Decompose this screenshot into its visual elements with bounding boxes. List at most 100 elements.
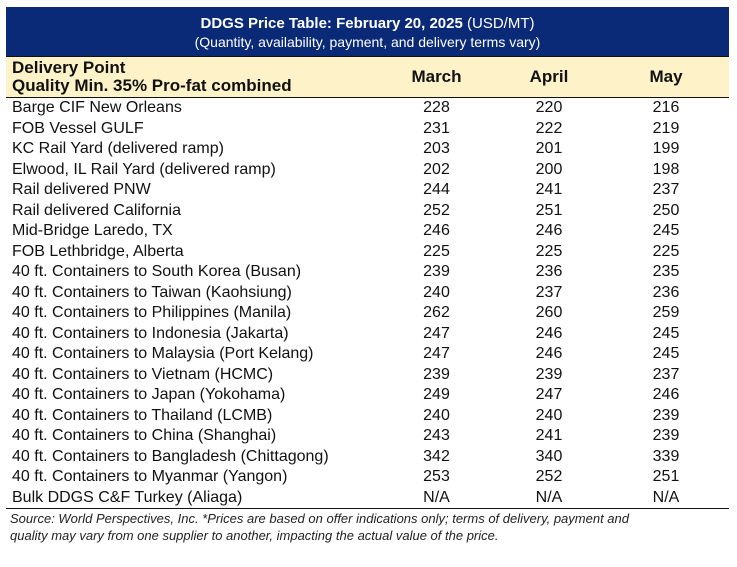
may-price-cell: 219 (652, 119, 680, 137)
delivery-point-cell: Barge CIF New Orleans (12, 99, 182, 117)
column-header-point-line1: Delivery Point (12, 58, 126, 77)
delivery-point-cell: 40 ft. Containers to Japan (Yokohama) (12, 386, 286, 404)
may-price-cell: N/A (603, 487, 729, 509)
delivery-point-cell: Elwood, IL Rail Yard (delivered ramp) (12, 160, 276, 178)
delivery-point-cell: 40 ft. Containers to Malaysia (Port Kela… (12, 345, 314, 363)
column-header-point-line2: Quality Min. 35% Pro-fat combined (12, 76, 292, 95)
table-row: 40 ft. Containers to China (Shanghai) 243… (6, 426, 729, 447)
may-price-cell: 245 (652, 345, 680, 363)
april-price-cell: 201 (535, 140, 563, 158)
table-title-bold: DDGS Price Table: February 20, 2025 (200, 15, 463, 32)
delivery-point-cell: FOB Vessel GULF (12, 119, 144, 137)
column-header-may: May (603, 56, 729, 98)
delivery-point-cell: 40 ft. Containers to Taiwan (Kaohsiung) (12, 283, 292, 301)
march-price-cell: N/A (378, 487, 495, 509)
march-price-cell: 249 (423, 386, 450, 404)
source-note-line2: quality may vary from one supplier to an… (10, 528, 499, 543)
source-note: Source: World Perspectives, Inc. *Prices… (6, 510, 729, 544)
march-price-cell: 239 (423, 263, 450, 281)
table-row: 40 ft. Containers to Indonesia (Jakarta)… (6, 324, 729, 345)
march-price-cell: 342 (423, 447, 450, 465)
april-price-cell: 247 (535, 386, 563, 404)
delivery-point-cell: 40 ft. Containers to Myanmar (Yangon) (12, 468, 288, 486)
april-price-cell: 252 (535, 468, 563, 486)
april-price-cell: 246 (535, 222, 563, 240)
may-price-cell: 245 (652, 324, 680, 342)
march-price-cell: 228 (423, 99, 450, 117)
delivery-point-cell: FOB Lethbridge, Alberta (12, 242, 184, 260)
table-title-unit: (USD/MT) (462, 15, 535, 32)
april-price-cell: N/A (495, 487, 603, 509)
delivery-point-cell: Mid-Bridge Laredo, TX (12, 222, 173, 240)
table-row: 40 ft. Containers to Vietnam (HCMC) 239 23… (6, 365, 729, 386)
may-price-cell: 246 (652, 386, 680, 404)
source-note-line1: Source: World Perspectives, Inc. *Prices… (10, 511, 629, 526)
delivery-point-cell: 40 ft. Containers to Vietnam (HCMC) (12, 365, 274, 383)
may-price-cell: 251 (652, 468, 680, 486)
column-header-row: Delivery Point Quality Min. 35% Pro-fat … (6, 56, 729, 98)
table-title: DDGS Price Table: February 20, 2025 (USD… (7, 14, 728, 33)
may-price-cell: 237 (652, 365, 680, 383)
table-row: 40 ft. Containers to Thailand (LCMB) 240 2… (6, 406, 729, 427)
march-price-cell: 247 (423, 324, 450, 342)
table-row: Mid-Bridge Laredo, TX 246 246 245 (6, 221, 729, 242)
table-row: 40 ft. Containers to Taiwan (Kaohsiung) 2… (6, 283, 729, 304)
table-row: 40 ft. Containers to Japan (Yokohama) 249… (6, 385, 729, 406)
table-title-bar: DDGS Price Table: February 20, 2025 (USD… (6, 7, 729, 56)
table-row: 40 ft. Containers to Myanmar (Yangon) 253… (6, 467, 729, 488)
table-row: 40 ft. Containers to Bangladesh (Chittag… (6, 447, 729, 468)
table-row: 40 ft. Containers to South Korea (Busan)… (6, 262, 729, 283)
table-row: Elwood, IL Rail Yard (delivered ramp) 202… (6, 160, 729, 181)
may-price-cell: 259 (652, 304, 680, 322)
table-row: Barge CIF New Orleans 228 220 216 (6, 98, 729, 119)
delivery-point-cell: Rail delivered California (12, 201, 181, 219)
march-price-cell: 225 (423, 242, 450, 260)
april-price-cell: 236 (535, 263, 563, 281)
april-price-cell: 340 (535, 447, 563, 465)
april-price-cell: 200 (535, 160, 563, 178)
table-row: 40 ft. Containers to Malaysia (Port Kela… (6, 344, 729, 365)
march-price-cell: 244 (423, 181, 450, 199)
delivery-point-cell: Bulk DDGS C&F Turkey (Aliaga) (6, 487, 378, 509)
delivery-point-cell: 40 ft. Containers to South Korea (Busan) (12, 263, 302, 281)
march-price-cell: 202 (423, 160, 450, 178)
table-row: FOB Vessel GULF 231 222 219 (6, 119, 729, 140)
column-header-march: March (378, 56, 495, 98)
april-price-cell: 240 (535, 406, 563, 424)
april-price-cell: 246 (535, 345, 563, 363)
march-price-cell: 231 (423, 119, 450, 137)
may-price-cell: 239 (652, 427, 680, 445)
march-price-cell: 262 (423, 304, 450, 322)
march-price-cell: 240 (423, 283, 450, 301)
delivery-point-cell: 40 ft. Containers to Bangladesh (Chittag… (12, 447, 329, 465)
may-price-cell: 339 (652, 447, 680, 465)
may-price-cell: 225 (652, 242, 680, 260)
april-price-cell: 241 (535, 181, 563, 199)
may-price-cell: 237 (652, 181, 680, 199)
table-row: KC Rail Yard (delivered ramp) 203 201 199 (6, 139, 729, 160)
march-price-cell: 252 (423, 201, 450, 219)
price-table: Delivery Point Quality Min. 35% Pro-fat … (6, 56, 729, 509)
march-price-cell: 203 (423, 140, 450, 158)
table-row: Rail delivered PNW 244 241 237 (6, 180, 729, 201)
column-header-april: April (495, 56, 603, 98)
april-price-cell: 220 (535, 99, 563, 117)
table-body: Barge CIF New Orleans 228 220 216 FOB Vessel… (6, 98, 729, 509)
delivery-point-cell: 40 ft. Containers to China (Shanghai) (12, 427, 277, 445)
april-price-cell: 246 (535, 324, 563, 342)
table-row: FOB Lethbridge, Alberta 225 225 225 (6, 242, 729, 263)
table-row: Bulk DDGS C&F Turkey (Aliaga) N/A N/A N/A (6, 487, 729, 509)
delivery-point-cell: KC Rail Yard (delivered ramp) (12, 140, 224, 158)
may-price-cell: 245 (652, 222, 680, 240)
march-price-cell: 253 (423, 468, 450, 486)
table-subtitle: (Quantity, availability, payment, and de… (194, 34, 541, 50)
may-price-cell: 235 (652, 263, 680, 281)
may-price-cell: 239 (652, 406, 680, 424)
april-price-cell: 225 (535, 242, 563, 260)
april-price-cell: 237 (535, 283, 563, 301)
march-price-cell: 239 (423, 365, 450, 383)
march-price-cell: 246 (423, 222, 450, 240)
column-header-delivery-point: Delivery Point Quality Min. 35% Pro-fat … (6, 56, 378, 98)
april-price-cell: 222 (535, 119, 563, 137)
march-price-cell: 243 (423, 427, 450, 445)
